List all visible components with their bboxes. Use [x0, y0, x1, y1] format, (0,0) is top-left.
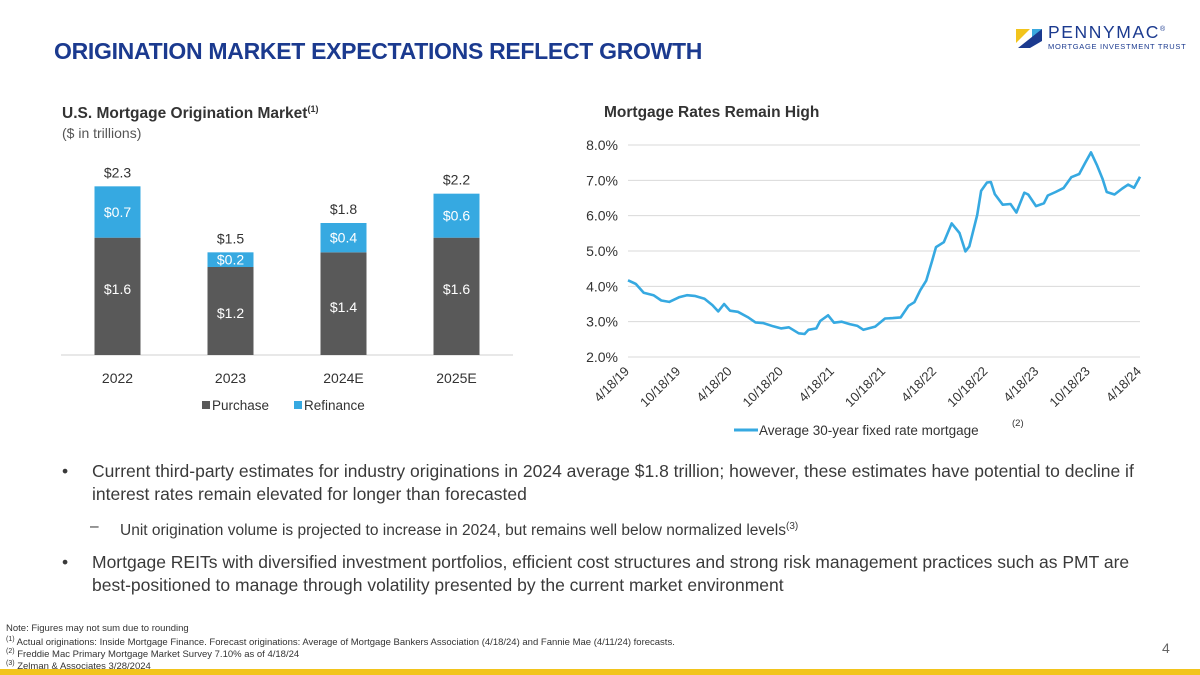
y-axis-tick-label: 4.0% — [586, 278, 618, 294]
pennymac-logo — [1016, 29, 1042, 48]
total-data-label: $1.8 — [330, 201, 357, 217]
bullet-1-mark: • — [62, 461, 69, 481]
total-data-label: $2.3 — [104, 164, 131, 180]
origination-chart-title-text: U.S. Mortgage Origination Market — [62, 105, 308, 123]
x-axis-tick-label: 10/18/23 — [1046, 364, 1092, 410]
bullet-1: • Current third-party estimates for indu… — [62, 460, 1142, 506]
refinance-data-label: $0.2 — [217, 252, 244, 268]
purchase-data-label: $1.4 — [330, 299, 357, 315]
x-axis-tick-label: 4/18/20 — [693, 364, 734, 405]
footnote-3: (3) Zelman & Associates 3/28/2024 — [6, 658, 151, 672]
x-axis-tick-label: 4/18/21 — [796, 364, 837, 405]
x-axis-tick-label: 2025E — [436, 370, 476, 386]
x-axis-tick-label: 10/18/19 — [637, 364, 683, 410]
logo-mark-navy — [1018, 29, 1042, 48]
total-data-label: $2.2 — [443, 172, 470, 188]
y-axis-tick-label: 2.0% — [586, 349, 618, 365]
footnote-1-ref: (1) — [6, 636, 15, 643]
x-axis-tick-label: 10/18/21 — [842, 364, 888, 410]
logo-mark-yellow — [1016, 29, 1030, 43]
purchase-data-label: $1.2 — [217, 305, 244, 321]
origination-chart-title: U.S. Mortgage Origination Market(1) — [62, 104, 318, 123]
refinance-bar — [94, 186, 141, 238]
logo-registered-mark: ® — [1159, 26, 1167, 34]
footnote-1-text: Actual originations: Inside Mortgage Fin… — [14, 637, 675, 649]
legend-swatch — [202, 401, 210, 409]
refinance-data-label: $0.7 — [104, 204, 131, 220]
total-data-label: $1.5 — [217, 230, 244, 246]
refinance-bar — [433, 193, 480, 238]
footnote-2-ref: (2) — [6, 648, 15, 655]
y-axis-tick-label: 7.0% — [586, 172, 618, 188]
purchase-bar — [94, 237, 141, 355]
x-axis-tick-label: 2024E — [323, 370, 363, 386]
footnote-2: (2) Freddie Mac Primary Mortgage Market … — [6, 646, 299, 660]
purchase-data-label: $1.6 — [443, 281, 470, 297]
x-axis-tick-label: 4/18/24 — [1103, 364, 1144, 405]
sub-bullet-1: – Unit origination volume is projected t… — [90, 517, 1020, 541]
logo-wordmark: PENNYMAC® — [1048, 22, 1167, 43]
legend-label: Refinance — [304, 398, 365, 413]
rates-chart-title: Mortgage Rates Remain High — [604, 104, 820, 121]
legend-swatch — [294, 401, 302, 409]
x-axis-tick-label: 4/18/19 — [591, 364, 632, 405]
refinance-data-label: $0.6 — [443, 208, 470, 224]
logo-word-text: PENNYMAC — [1048, 22, 1160, 42]
purchase-data-label: $1.6 — [104, 281, 131, 297]
bullet-1-text: Current third-party estimates for indust… — [92, 461, 1134, 504]
bullet-2-mark: • — [62, 552, 69, 572]
sub-bullet-1-text: Unit origination volume is projected to … — [120, 522, 786, 539]
purchase-bar — [207, 267, 254, 355]
footnote-2-text: Freddie Mac Primary Mortgage Market Surv… — [14, 649, 300, 661]
x-axis-tick-label: 2023 — [215, 370, 246, 386]
legend-label: Average 30-year fixed rate mortgage — [759, 423, 979, 438]
page-number: 4 — [1162, 640, 1170, 656]
bullet-2: • Mortgage REITs with diversified invest… — [62, 551, 1142, 597]
sub-bullet-1-mark: – — [90, 518, 99, 535]
y-axis-tick-label: 5.0% — [586, 243, 618, 259]
origination-chart-subtitle: ($ in trillions) — [62, 125, 142, 141]
x-axis-tick-label: 10/18/20 — [740, 364, 786, 410]
x-axis-tick-label: 4/18/22 — [898, 364, 939, 405]
purchase-bar — [320, 252, 367, 355]
refinance-bar — [207, 252, 254, 267]
refinance-bar — [320, 223, 367, 253]
origination-chart-title-ref: (1) — [307, 104, 319, 114]
slide-title: ORIGINATION MARKET EXPECTATIONS REFLECT … — [54, 38, 703, 64]
refinance-data-label: $0.4 — [330, 230, 357, 246]
bullet-2-text: Mortgage REITs with diversified investme… — [92, 552, 1130, 595]
legend-label-ref: (2) — [1012, 418, 1024, 429]
footnote-note: Note: Figures may not sum due to roundin… — [6, 623, 189, 634]
legend-label: Purchase — [212, 398, 269, 413]
x-axis-tick-label: 10/18/22 — [944, 364, 990, 410]
bottom-accent-bar — [0, 669, 1200, 675]
x-axis-tick-label: 2022 — [102, 370, 133, 386]
origination-bar-chart: $1.6 $0.7 $2.3 2022 $1.2 $0.2 $1.5 2023 $1.4 $0.4… — [61, 164, 513, 413]
mortgage-rates-line-chart: 2.0%3.0%4.0%5.0%6.0%7.0%8.0%4/18/19 10/18… — [586, 137, 1144, 438]
footnote-1: (1) Actual originations: Inside Mortgage… — [6, 634, 675, 648]
footnote-3-text: Zelman & Associates 3/28/2024 — [14, 661, 151, 673]
y-axis-tick-label: 8.0% — [586, 137, 618, 153]
purchase-bar — [433, 237, 480, 355]
logo-subtitle: MORTGAGE INVESTMENT TRUST — [1048, 42, 1187, 51]
sub-bullet-1-ref: (3) — [785, 521, 799, 532]
rate-series-line — [627, 151, 1142, 336]
y-axis-tick-label: 3.0% — [586, 314, 618, 330]
y-axis-tick-label: 6.0% — [586, 208, 618, 224]
x-axis-tick-label: 4/18/23 — [1000, 364, 1041, 405]
footnote-3-ref: (3) — [6, 660, 15, 667]
